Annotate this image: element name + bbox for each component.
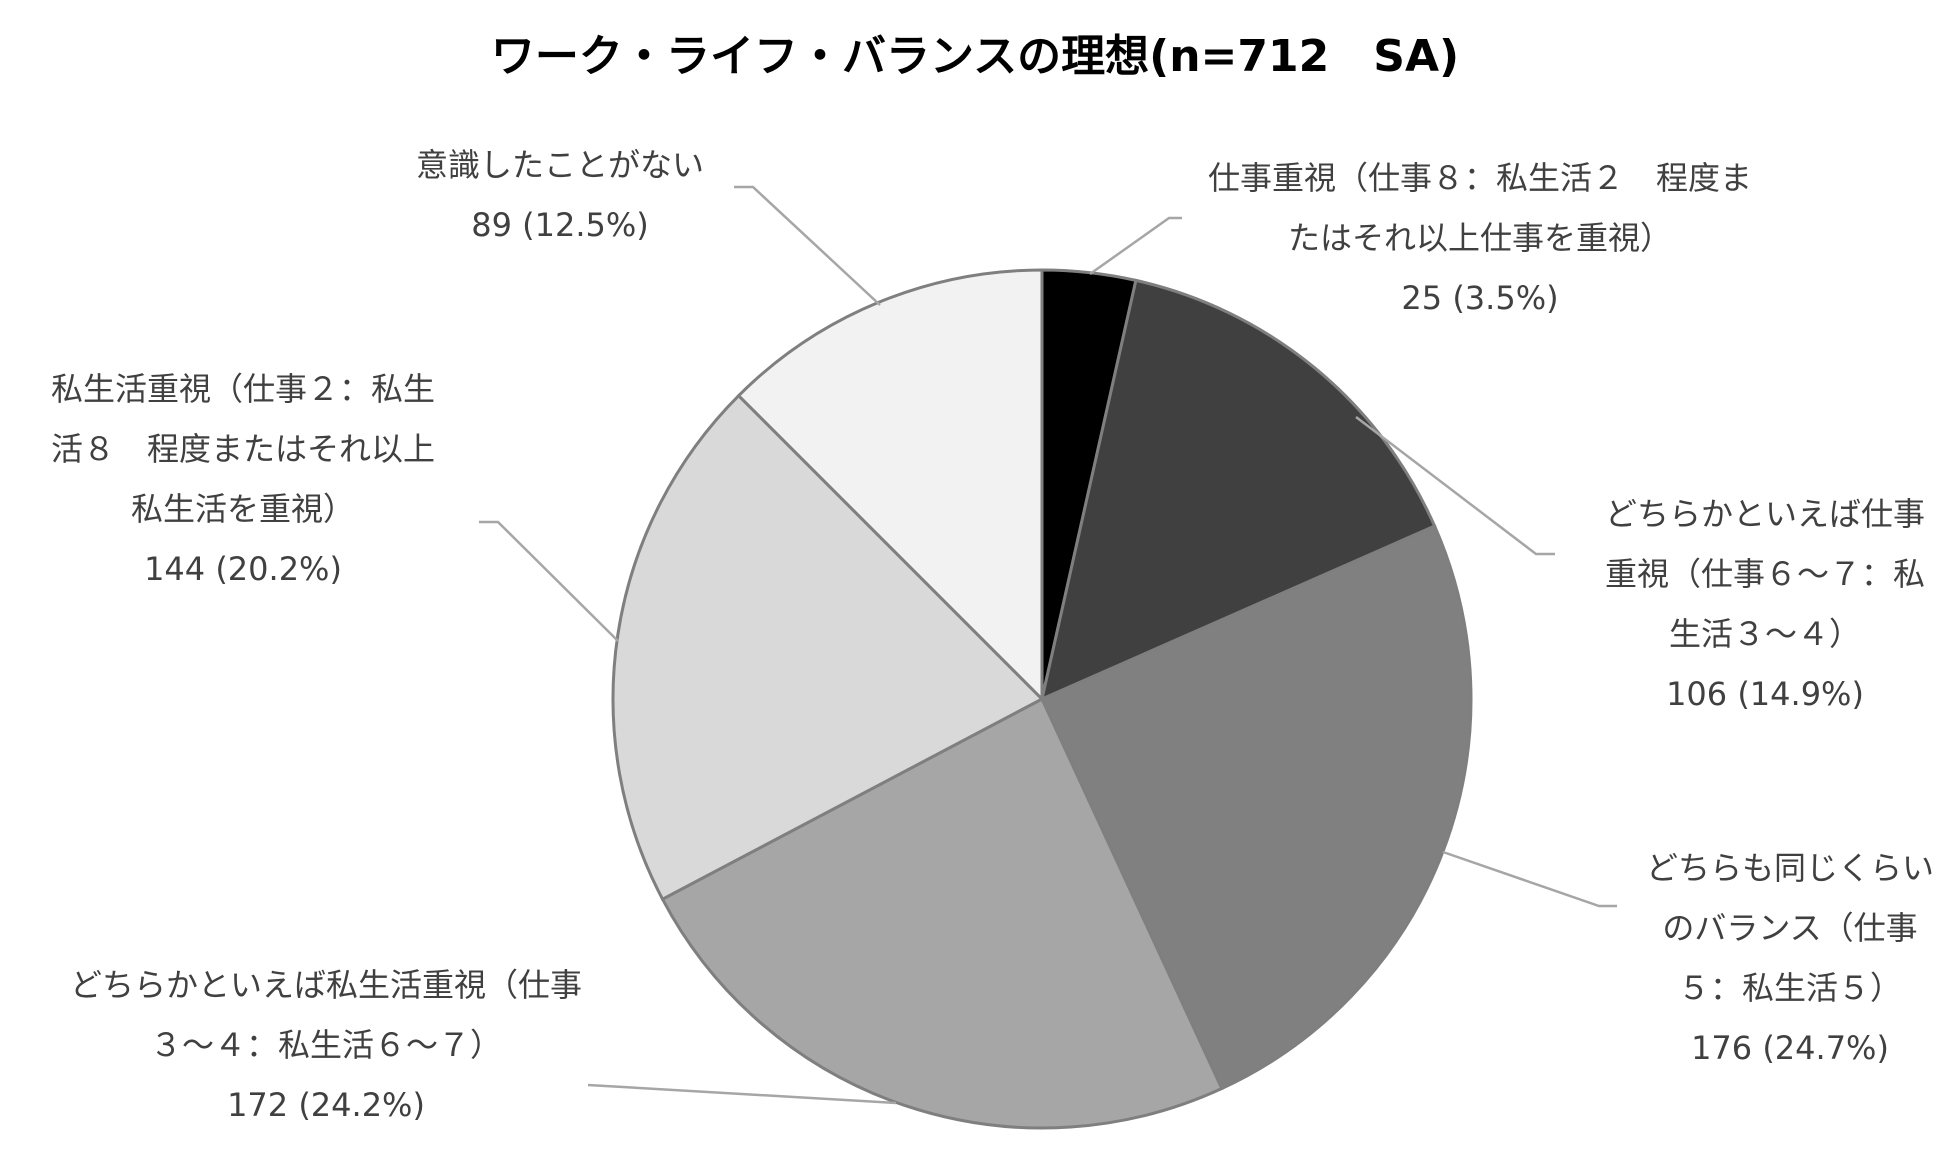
category-label: 仕事重視（仕事８：私生活２ 程度またはそれ以上仕事を重視） [1207,159,1752,257]
value-label: 89 (12.5%) [471,206,649,244]
leader-line [734,185,881,306]
leader-line [1442,850,1617,908]
leader-line [1355,416,1555,556]
pie-slice [1039,524,1473,1091]
category-label: 意識したことがない [415,146,704,184]
data-label: どちらかといえば私生活重視（仕事３～４：私生活６～７） 172 (24.2%) [66,955,586,1135]
pie-slice [1039,278,1437,702]
pie-slice [611,393,1045,902]
category-label: どちらかといえば私生活重視（仕事３～４：私生活６～７） [69,966,582,1064]
data-label: どちらかといえば仕事重視（仕事６～７：私生活３～４） 106 (14.9%) [1600,484,1930,724]
category-label: どちらも同じくらいのバランス（仕事５：私生活５） [1645,849,1934,1007]
data-label: 私生活重視（仕事２：私生活８ 程度またはそれ以上私生活を重視） 144 (20.2… [38,359,448,599]
value-label: 176 (24.7%) [1691,1029,1889,1067]
data-label: どちらも同じくらいのバランス（仕事５：私生活５） 176 (24.7%) [1640,838,1940,1078]
value-label: 144 (20.2%) [144,550,342,588]
value-label: 25 (3.5%) [1401,279,1559,317]
data-label: 意識したことがない 89 (12.5%) [390,135,730,255]
leader-line [479,520,619,642]
data-label: 仕事重視（仕事８：私生活２ 程度またはそれ以上仕事を重視） 25 (3.5%) [1200,148,1760,328]
category-label: 私生活重視（仕事２：私生活８ 程度またはそれ以上私生活を重視） [50,370,435,528]
leader-line [1089,216,1182,276]
pie-slice [660,696,1224,1130]
leader-line [587,1083,897,1105]
chart-title: ワーク・ライフ・バランスの理想(n=712 SA) [490,31,1460,82]
value-label: 172 (24.2%) [227,1086,425,1124]
value-label: 106 (14.9%) [1666,675,1864,713]
category-label: どちらかといえば仕事重視（仕事６～７：私生活３～４） [1604,495,1925,653]
